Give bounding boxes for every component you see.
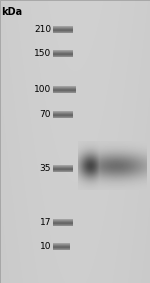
Text: 100: 100 xyxy=(34,85,51,94)
Text: 70: 70 xyxy=(39,110,51,119)
Text: 150: 150 xyxy=(34,49,51,58)
Text: 17: 17 xyxy=(39,218,51,227)
Text: 210: 210 xyxy=(34,25,51,34)
Text: 35: 35 xyxy=(39,164,51,173)
Text: kDa: kDa xyxy=(2,7,23,17)
Text: 10: 10 xyxy=(39,242,51,251)
